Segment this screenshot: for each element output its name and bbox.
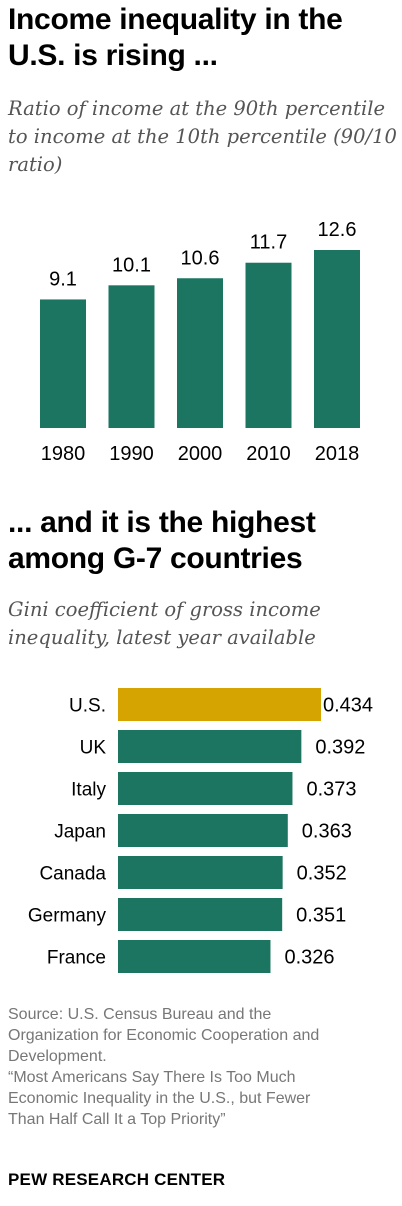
y-category-label: Canada [39,864,106,885]
bar-germany [118,898,283,931]
y-category-label: France [47,948,106,969]
x-tick-label: 1980 [41,443,86,465]
bar-value-label: 0.373 [306,779,356,801]
bar-value-label: 11.7 [250,232,287,254]
x-tick-label: 2018 [315,443,360,465]
bar-value-label: 0.352 [297,863,347,885]
bar-value-label: 0.351 [296,905,346,927]
y-category-label: U.S. [69,696,106,717]
bar-2018 [314,250,360,428]
x-tick-label: 1990 [109,443,154,465]
bar-uk [118,730,302,763]
y-category-label: UK [80,738,107,759]
source-line: Organization for Economic Cooperation an… [8,1027,320,1044]
gini-bar-chart: U.S. 0.434 UK 0.392 Italy 0.373 Japan 0.363 Cana… [28,688,373,973]
bar-value-label: 10.6 [181,247,220,269]
source-line: Economic Inequality in the U.S., but Few… [8,1090,311,1107]
y-category-label: Japan [54,822,106,843]
source-line: Than Half Call It a Top Priority” [8,1111,226,1128]
bar-value-label: 0.326 [284,947,334,969]
income-ratio-bar-chart: 9.1 1980 10.1 1990 10.6 2000 11.7 2010 12.6 2018 [40,219,360,465]
y-category-label: Germany [28,906,107,927]
chart-subtitle-income-ratio: Ratio of income at the 90th percentile t… [8,97,397,176]
bar-value-label: 0.363 [302,821,352,843]
bar-value-label: 12.6 [318,219,357,241]
bar-2000 [177,278,223,428]
x-tick-label: 2000 [178,443,223,465]
source-note: Source: U.S. Census Bureau and the Organ… [8,1004,398,1130]
x-tick-label: 2010 [246,443,291,465]
bar-2010 [245,262,292,428]
bar-value-label: 9.1 [49,268,77,290]
source-line: “Most Americans Say There Is Too Much [8,1069,296,1086]
bar-1990 [108,285,155,428]
bar-france [118,940,271,973]
source-line: Source: U.S. Census Bureau and the [8,1006,272,1023]
bar-1980 [40,299,86,428]
brand-logo-text: PEW RESEARCH CENTER [8,1170,226,1189]
bar-value-label: 10.1 [112,254,151,276]
source-line: Development. [8,1048,107,1065]
chart-title-income-ratio: Income inequality in the U.S. is rising … [8,3,343,72]
bar-japan [118,814,288,847]
chart-subtitle-gini: Gini coefficient of gross income inequal… [8,598,321,649]
chart-title-gini: ... and it is the highest among G-7 coun… [8,506,316,575]
bar-italy [118,772,293,805]
y-category-label: Italy [71,780,106,801]
bar-us [118,688,321,721]
bar-canada [118,856,283,889]
bar-value-label: 0.434 [323,695,373,717]
bar-value-label: 0.392 [315,737,365,759]
